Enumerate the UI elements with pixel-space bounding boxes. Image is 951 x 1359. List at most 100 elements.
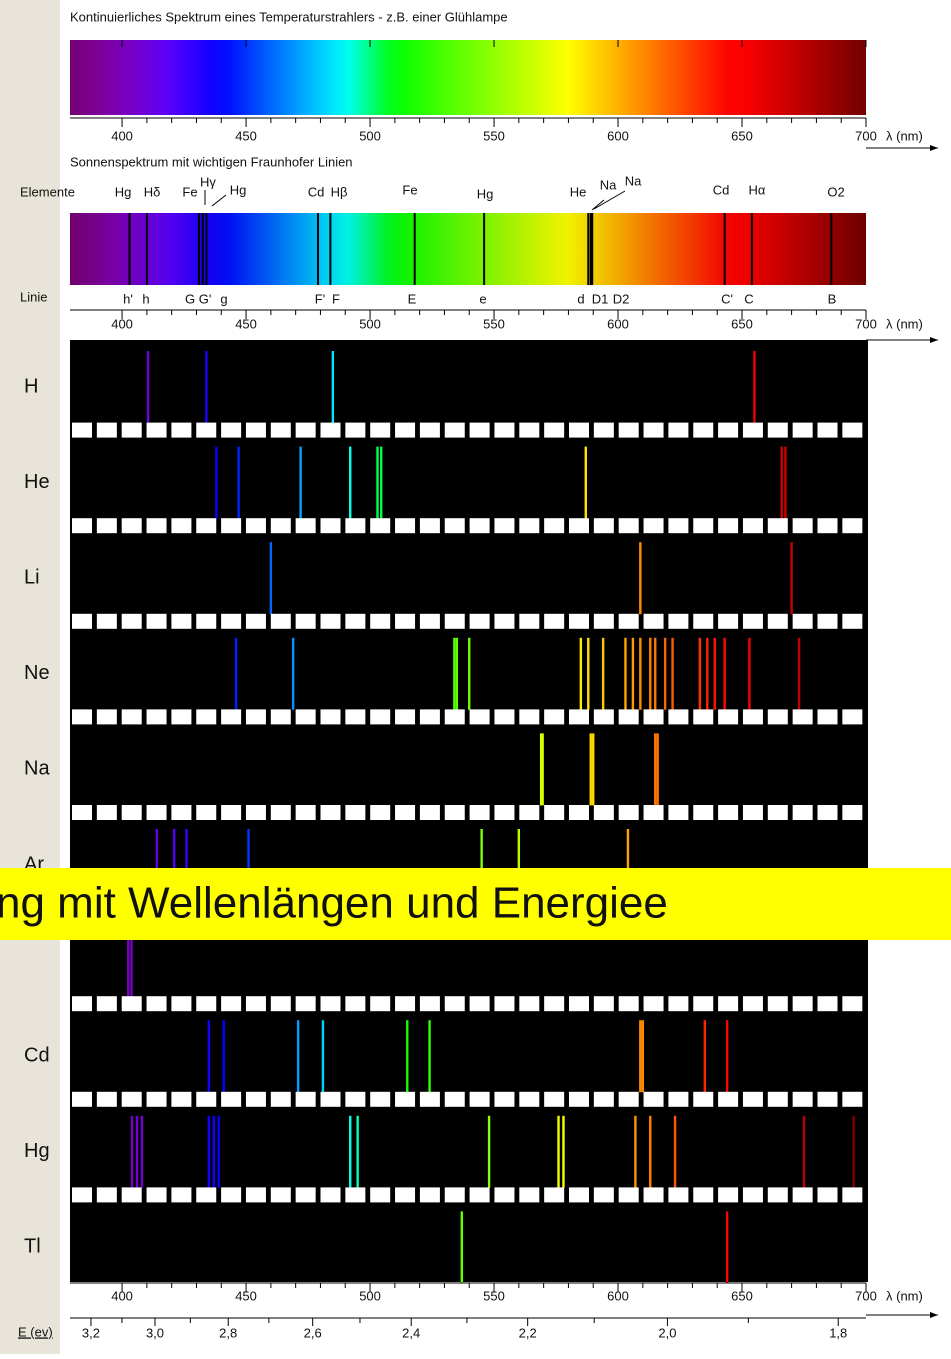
separator [72,996,92,1012]
separator [146,996,167,1012]
emission-line [649,1115,652,1188]
separator [767,805,788,820]
separator [395,1187,416,1203]
element-name: Na [24,758,50,780]
separator [419,805,440,820]
fraunhofer-line [201,213,204,285]
energy-tick-label: 1,8 [829,1325,847,1340]
energy-label: E (ev) [18,1324,53,1339]
separator [593,1187,614,1203]
separator [320,518,341,534]
separator [444,1091,465,1107]
element-label: Hg [230,182,247,197]
continuous-spectrum [70,40,866,115]
emission-line [215,446,218,519]
separator [742,518,763,534]
emission-line [380,446,383,519]
separator [668,518,689,534]
fraunhofer-line [413,213,416,285]
separator [345,805,366,820]
fraunhofer-line [197,213,200,285]
separator [221,613,242,629]
line-label: d [577,291,584,306]
emission-line [780,446,783,519]
separator [693,518,714,534]
separator [817,518,838,534]
solar-title: Sonnenspektrum mit wichtigen Fraunhofer … [70,154,353,169]
separator [618,996,639,1012]
emission-line [237,446,240,519]
separator [742,709,763,725]
separator [345,1091,366,1107]
separator [792,422,813,438]
arrow-head [930,1312,938,1318]
line-label: g [220,291,227,306]
separator [121,805,142,820]
separator [643,518,664,534]
line-label: C [744,291,753,306]
separator [668,422,689,438]
line-label: h [142,291,149,306]
separator [96,709,117,725]
separator [444,805,465,820]
separator [643,709,664,725]
separator [767,1187,788,1203]
emission-line [802,1115,806,1188]
separator [792,518,813,534]
separator [146,1091,167,1107]
separator [519,1187,540,1203]
background-strip [0,0,60,1354]
element-label: Hβ [331,184,348,199]
separator [792,613,813,629]
separator [395,805,416,820]
continuous-title: Kontinuierliches Spektrum eines Temperat… [70,9,508,24]
emission-line [205,351,208,423]
separator [593,613,614,629]
separator [693,1187,714,1203]
separator [196,996,217,1012]
separator [270,1187,291,1203]
emission-line [247,829,250,901]
pointer [204,190,626,211]
fraunhofer-line [316,213,319,285]
separator [146,805,167,820]
separator [270,518,291,534]
tick-label: 550 [483,316,505,331]
emission-line [212,1115,216,1188]
separator [817,805,838,820]
axis-label: λ (nm) [886,1288,923,1303]
emission-line [146,351,150,423]
element-name: Li [24,566,40,588]
separator [270,613,291,629]
tick-label: 400 [111,1288,133,1303]
emission-line [725,1020,729,1093]
tick-label: 700 [855,1288,877,1303]
element-label: Fe [182,184,197,199]
separator [767,518,788,534]
separator [320,1187,341,1203]
tick-label: 500 [359,128,381,143]
emission-line [296,1020,300,1093]
separator [72,805,92,820]
separator [593,1091,614,1107]
separator [494,613,515,629]
tick-label: 550 [483,128,505,143]
element-name: Tl [24,1236,41,1258]
separator [742,613,763,629]
emission-line [649,637,652,710]
separator [72,1091,92,1107]
separator [494,518,515,534]
line-label: F [332,291,340,306]
separator [618,709,639,725]
separator [519,805,540,820]
line-label: E [408,291,417,306]
emission-line [428,1020,431,1093]
separator [146,613,167,629]
axis-label: λ (nm) [886,316,923,331]
separator [494,709,515,725]
line-label: G' [199,291,212,306]
separator [345,996,366,1012]
element-label: Fe [402,182,417,197]
separator [221,1187,242,1203]
